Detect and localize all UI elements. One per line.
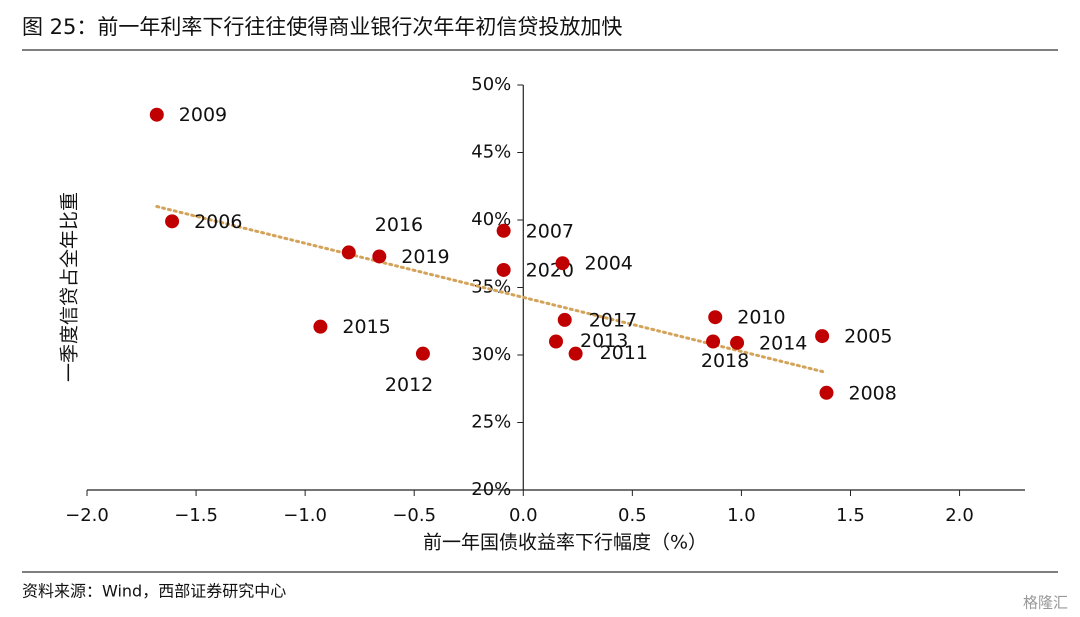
- x-tick-label: 0.5: [618, 505, 647, 526]
- point-label: 2013: [580, 330, 628, 352]
- point-label: 2004: [585, 253, 633, 275]
- point: [815, 329, 830, 344]
- point-label: 2005: [844, 326, 892, 348]
- point: [496, 262, 511, 277]
- x-tick-label: 1.5: [836, 505, 865, 526]
- point-label: 2017: [589, 309, 637, 331]
- point: [313, 319, 328, 334]
- point-label: 2015: [342, 316, 390, 338]
- point: [730, 335, 745, 350]
- point-label: 2016: [375, 214, 423, 236]
- x-tick-label: −0.5: [392, 505, 436, 526]
- point-label: 2012: [385, 374, 433, 396]
- point: [149, 107, 164, 122]
- y-tick-label: 45%: [471, 142, 511, 163]
- point-label: 2011: [600, 342, 648, 364]
- y-tick-label: 30%: [471, 344, 511, 365]
- point: [496, 223, 511, 238]
- y-axis-title: 一季度信贷占全年比重: [59, 192, 81, 382]
- point: [708, 310, 723, 325]
- source: 资料来源：Wind，西部证券研究中心: [22, 582, 286, 601]
- point: [549, 334, 563, 349]
- point-label: 2018: [701, 350, 749, 372]
- point-label: 2019: [401, 246, 449, 268]
- chart-title: 图 25：前一年利率下行往往使得商业银行次年年初信贷投放加快: [22, 15, 622, 39]
- x-tick-label: 2.0: [945, 505, 974, 526]
- point-label: 2006: [194, 211, 242, 233]
- point-label: 2009: [179, 104, 227, 126]
- point-label: 2008: [848, 382, 896, 404]
- x-tick-label: −1.0: [283, 505, 327, 526]
- point-label: 2007: [526, 220, 574, 242]
- watermark: 格隆汇: [1023, 594, 1068, 612]
- x-tick-label: 1.0: [727, 505, 756, 526]
- point: [557, 312, 572, 327]
- point-label: 2010: [737, 307, 785, 329]
- point: [706, 334, 721, 349]
- x-tick-label: −2.0: [65, 505, 109, 526]
- x-axis-title: 前一年国债收益率下行幅度（%）: [423, 532, 707, 554]
- point: [165, 214, 180, 229]
- point: [568, 346, 583, 361]
- y-tick-label: 50%: [471, 74, 511, 95]
- point: [341, 245, 356, 260]
- x-tick-label: −1.5: [174, 505, 218, 526]
- point-label: 2014: [759, 332, 807, 354]
- point: [372, 249, 387, 264]
- y-tick-label: 20%: [471, 479, 511, 500]
- point: [415, 346, 430, 361]
- x-tick-label: 0.0: [509, 505, 538, 526]
- y-tick-label: 25%: [471, 412, 511, 433]
- point: [819, 385, 834, 400]
- point: [555, 256, 570, 271]
